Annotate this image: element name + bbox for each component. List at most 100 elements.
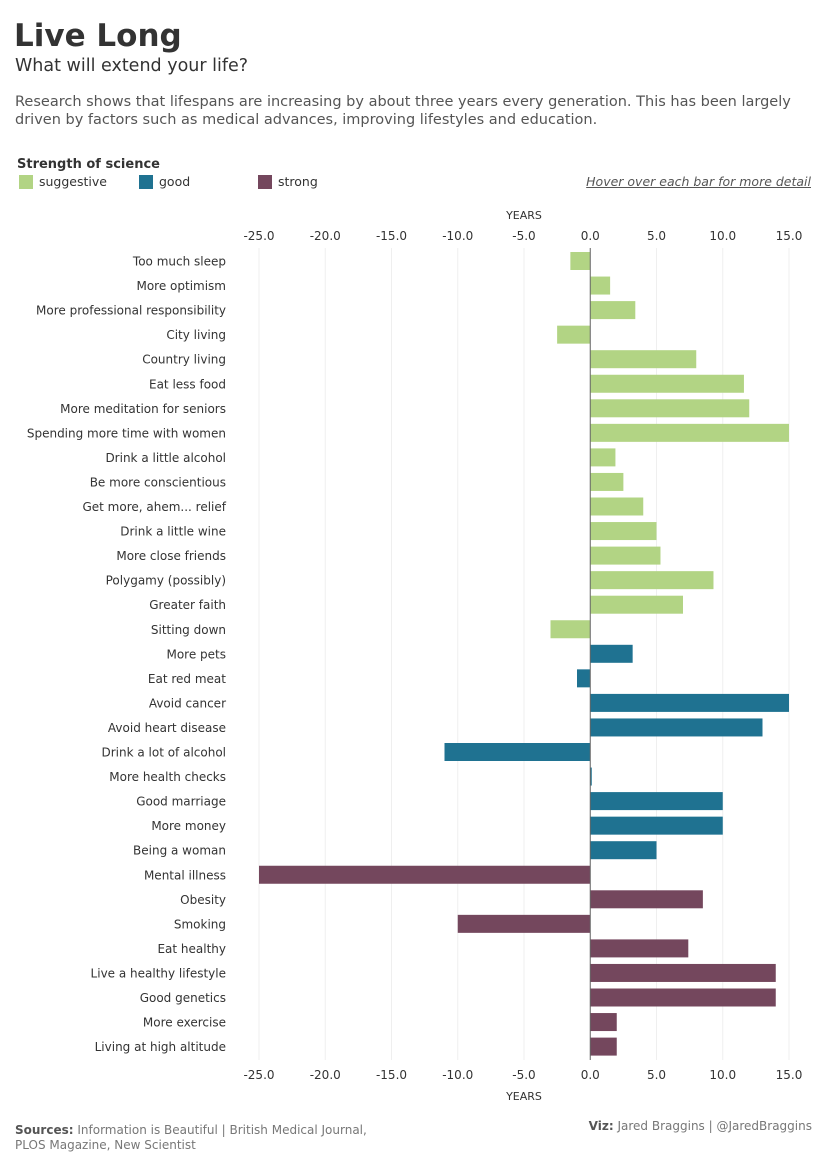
- x-tick-label-bottom: -10.0: [442, 1068, 473, 1082]
- category-label: Smoking: [174, 917, 226, 931]
- x-tick-label-bottom: -20.0: [310, 1068, 341, 1082]
- category-label: Drink a little alcohol: [105, 451, 226, 465]
- viz-credit: Viz: Jared Braggins | @JaredBraggins: [589, 1119, 812, 1133]
- category-label: Avoid cancer: [149, 696, 226, 710]
- category-label: Obesity: [180, 893, 226, 907]
- legend-swatch-suggestive: [19, 174, 33, 189]
- bar[interactable]: [444, 743, 591, 761]
- bar[interactable]: [590, 497, 644, 516]
- bar[interactable]: [557, 325, 591, 344]
- page-subtitle: What will extend your life?: [15, 56, 249, 76]
- bar[interactable]: [590, 301, 636, 320]
- bar[interactable]: [590, 816, 723, 835]
- x-tick-label-bottom: -25.0: [243, 1068, 274, 1082]
- legend-label-suggestive: suggestive: [39, 174, 107, 189]
- x-tick-label-top: -10.0: [442, 229, 473, 243]
- category-label: More pets: [166, 647, 226, 661]
- x-tick-label-bottom: 0.0: [581, 1068, 600, 1082]
- x-tick-label-top: -25.0: [243, 229, 274, 243]
- category-label: More optimism: [136, 279, 226, 293]
- bar[interactable]: [590, 963, 776, 982]
- category-label: More health checks: [109, 770, 226, 784]
- category-label: Spending more time with women: [27, 426, 226, 440]
- sources-line-2: PLOS Magazine, New Scientist: [15, 1138, 196, 1152]
- x-axis-title-top: YEARS: [505, 209, 542, 222]
- bar[interactable]: [590, 472, 624, 491]
- x-tick-label-top: 10.0: [709, 229, 736, 243]
- sources-label: Sources:: [15, 1123, 74, 1137]
- legend-label-good: good: [159, 174, 191, 189]
- category-label: Living at high altitude: [95, 1040, 226, 1054]
- x-tick-label-top: -20.0: [310, 229, 341, 243]
- x-tick-label-top: 15.0: [776, 229, 803, 243]
- category-label: Mental illness: [144, 868, 226, 882]
- bar[interactable]: [590, 571, 714, 590]
- category-label: Eat healthy: [157, 942, 226, 956]
- bar[interactable]: [550, 620, 591, 639]
- category-label: Eat less food: [149, 377, 226, 391]
- bar[interactable]: [577, 669, 591, 688]
- category-label: Live a healthy lifestyle: [91, 966, 226, 980]
- bar[interactable]: [590, 841, 657, 860]
- bar[interactable]: [590, 350, 697, 369]
- category-label: City living: [166, 328, 226, 342]
- bar[interactable]: [590, 399, 750, 418]
- category-label: Eat red meat: [148, 672, 226, 686]
- x-tick-label-bottom: -5.0: [512, 1068, 535, 1082]
- x-axis-title-bottom: YEARS: [505, 1090, 542, 1103]
- x-tick-label-top: -5.0: [512, 229, 535, 243]
- x-tick-label-bottom: 5.0: [647, 1068, 666, 1082]
- bar[interactable]: [590, 595, 683, 614]
- category-label: Get more, ahem... relief: [82, 500, 226, 514]
- bar[interactable]: [590, 718, 763, 737]
- category-label: Polygamy (possibly): [106, 574, 226, 588]
- bar[interactable]: [590, 448, 616, 467]
- legend-swatch-strong: [258, 174, 272, 189]
- bar[interactable]: [590, 423, 789, 442]
- legend-item-good[interactable]: good: [139, 174, 190, 189]
- x-tick-label-bottom: 10.0: [709, 1068, 736, 1082]
- bar[interactable]: [590, 374, 744, 393]
- bar[interactable]: [590, 792, 723, 811]
- bar[interactable]: [590, 693, 789, 712]
- viz-label: Viz:: [588, 1119, 614, 1133]
- bar[interactable]: [590, 939, 689, 958]
- legend-label-strong: strong: [278, 174, 318, 189]
- bar[interactable]: [457, 914, 591, 933]
- category-label: Too much sleep: [132, 255, 226, 269]
- category-label: More professional responsibility: [36, 304, 226, 318]
- page-description: Research shows that lifespans are increa…: [15, 94, 791, 128]
- category-label: Sitting down: [151, 623, 226, 637]
- sources-line-1: Information is Beautiful | British Medic…: [77, 1123, 367, 1137]
- x-tick-label-top: -15.0: [376, 229, 407, 243]
- bar[interactable]: [590, 988, 776, 1007]
- category-label: Drink a lot of alcohol: [101, 746, 226, 760]
- hover-hint: Hover over each bar for more detail: [586, 174, 811, 189]
- page-title: Live Long: [14, 18, 182, 54]
- bar[interactable]: [590, 546, 661, 565]
- bar[interactable]: [590, 890, 703, 909]
- legend-item-strong[interactable]: strong: [258, 174, 318, 189]
- legend-item-suggestive[interactable]: suggestive: [19, 174, 107, 189]
- category-label: Avoid heart disease: [108, 721, 226, 735]
- bar[interactable]: [590, 1013, 617, 1032]
- category-label: Country living: [142, 353, 226, 367]
- bar[interactable]: [590, 276, 611, 295]
- x-tick-label-bottom: 15.0: [776, 1068, 803, 1082]
- sources-footer: Sources: Information is Beautiful | Brit…: [15, 1123, 367, 1153]
- bar[interactable]: [570, 252, 591, 270]
- bar-chart: YEARS YEARS -25.0 -25.0 -20.0 -20.0 -15.0 -15.0…: [27, 209, 803, 1103]
- category-label: More close friends: [116, 549, 226, 563]
- category-label: Be more conscientious: [90, 475, 226, 489]
- category-label: Drink a little wine: [120, 525, 226, 539]
- bar[interactable]: [590, 1037, 617, 1056]
- bar[interactable]: [590, 767, 592, 786]
- viz-text: Jared Braggins | @JaredBraggins: [617, 1119, 812, 1133]
- bar[interactable]: [590, 644, 633, 663]
- category-label: More meditation for seniors: [60, 402, 226, 416]
- bar[interactable]: [590, 522, 657, 541]
- x-tick-label-top: 5.0: [647, 229, 666, 243]
- category-label: Good genetics: [140, 991, 226, 1005]
- bar[interactable]: [259, 865, 591, 884]
- legend-title: Strength of science: [17, 157, 160, 172]
